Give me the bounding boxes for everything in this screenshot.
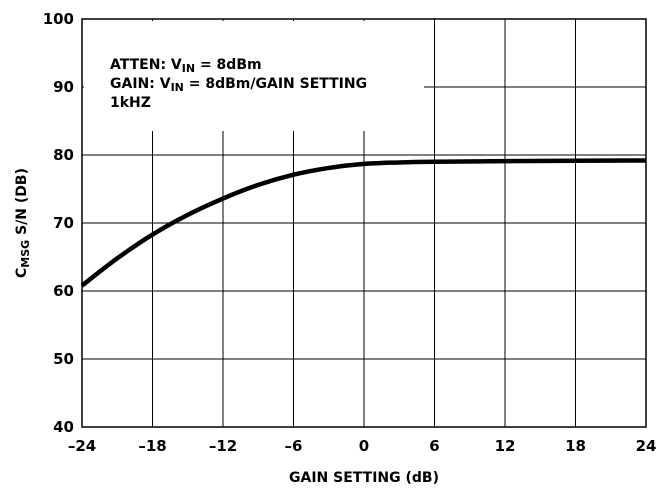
x-tick-label: 6 <box>429 437 439 455</box>
y-axis-title: CMSG S/N (DB) <box>14 168 32 278</box>
x-axis-title: GAIN SETTING (dB) <box>289 470 439 486</box>
y-tick-label: 50 <box>53 350 74 368</box>
x-tick-label: –24 <box>68 437 96 455</box>
y-tick-label: 70 <box>53 214 74 232</box>
x-tick-label: 18 <box>565 437 586 455</box>
plot-frame <box>81 18 647 428</box>
y-tick-label: 100 <box>43 10 74 28</box>
series-layer <box>80 158 647 288</box>
y-tick-label: 80 <box>53 146 74 164</box>
y-tick-label: 60 <box>53 282 74 300</box>
x-tick-label: 12 <box>495 437 516 455</box>
x-tick-label: 0 <box>359 437 369 455</box>
x-tick-label: 24 <box>636 437 657 455</box>
annotation-background <box>84 21 424 131</box>
tick-labels: –24 –18 –12 –6 0 6 12 18 24 40 50 60 70 80 90 100 <box>43 10 657 455</box>
x-tick-label: –6 <box>285 437 303 455</box>
annotation-line: ATTEN: VIN = 8dBm <box>110 57 262 75</box>
series-line <box>80 158 647 288</box>
x-tick-label: –12 <box>209 437 237 455</box>
plot-border <box>81 18 647 428</box>
y-tick-label: 40 <box>53 418 74 436</box>
annotation-line: GAIN: VIN = 8dBm/GAIN SETTING <box>110 76 367 94</box>
annotation-line: 1kHZ <box>110 95 151 111</box>
legend-box <box>84 21 424 131</box>
y-tick-label: 90 <box>53 78 74 96</box>
axis-titles: GAIN SETTING (dB) CMSG S/N (DB) <box>14 168 439 486</box>
x-tick-label: –18 <box>138 437 166 455</box>
